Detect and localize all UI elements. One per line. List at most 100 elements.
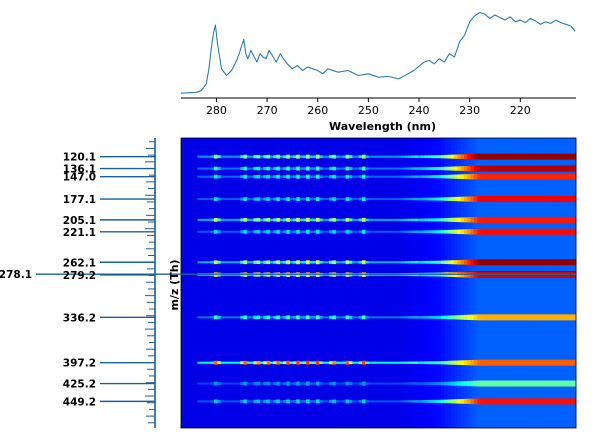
heatmap-cell (388, 261, 393, 264)
heatmap-cell (546, 271, 551, 278)
heatmap-cell (447, 217, 452, 222)
heatmap-cell (572, 271, 577, 278)
heatmap-cell (464, 398, 468, 404)
heatmap-cell (355, 230, 360, 233)
heatmap-cell (457, 360, 462, 365)
heatmap-cell (543, 216, 547, 223)
heatmap-cell (493, 216, 498, 223)
heatmap-cell (404, 400, 409, 403)
heatmap-cell (477, 216, 481, 223)
heatmap-cell (289, 230, 294, 233)
heatmap-cell (487, 173, 491, 180)
heatmap-cell (213, 217, 218, 222)
heatmap-cell (365, 261, 370, 264)
heatmap-cell (411, 138, 416, 428)
heatmap-cell (292, 400, 297, 403)
heatmap-cell (246, 382, 251, 385)
heatmap-cell (394, 273, 399, 276)
heatmap-cell (457, 138, 462, 428)
heatmap-cell (230, 400, 235, 403)
heatmap-cell (207, 400, 212, 403)
heatmap-cell (421, 197, 425, 201)
heatmap-cell (339, 175, 343, 178)
heatmap-cell (497, 259, 501, 266)
heatmap-cell (250, 261, 254, 264)
heatmap-cell (236, 400, 241, 403)
heatmap-cell (302, 230, 307, 234)
heatmap-cell (556, 165, 560, 172)
heatmap-cell (464, 166, 468, 172)
heatmap-cell (556, 259, 560, 266)
heatmap-cell (506, 259, 511, 266)
heatmap-cell (431, 230, 435, 234)
heatmap-cell (454, 360, 458, 365)
heatmap-cell (533, 398, 537, 405)
heatmap-cell (559, 153, 564, 160)
heatmap-cell (335, 230, 340, 233)
heatmap-cell (546, 138, 551, 428)
heatmap-cell (292, 361, 297, 365)
heatmap-cell (513, 216, 518, 223)
heatmap-cell (533, 314, 537, 321)
heatmap-cell (213, 154, 218, 159)
heatmap-cell (378, 316, 383, 319)
heatmap-cell (533, 259, 537, 266)
mz-label: 221.1 (63, 227, 96, 239)
heatmap-cell (483, 216, 488, 223)
heatmap-cell (378, 155, 383, 158)
heatmap-cell (236, 261, 241, 264)
heatmap-cell (276, 166, 281, 171)
heatmap-cell (460, 314, 465, 320)
heatmap-cell (529, 271, 534, 278)
heatmap-cell (319, 218, 323, 222)
heatmap-cell (391, 273, 396, 276)
heatmap-cell (273, 155, 277, 159)
heatmap-cell (500, 359, 504, 366)
heatmap-cell (329, 399, 333, 403)
heatmap-cell (552, 196, 557, 203)
heatmap-cell (339, 167, 343, 170)
heatmap-cell (487, 359, 491, 366)
heatmap-cell (398, 167, 402, 170)
heatmap-cell (243, 273, 248, 277)
heatmap-cell (233, 175, 238, 178)
heatmap-cell (483, 259, 488, 266)
heatmap-cell (408, 273, 412, 277)
heatmap-cell (424, 315, 429, 319)
heatmap-cell (398, 230, 402, 233)
heatmap-cell (414, 197, 419, 201)
heatmap-cell (572, 138, 577, 428)
heatmap-cell (339, 198, 343, 201)
heatmap-cell (365, 382, 370, 385)
heatmap-cell (230, 198, 235, 201)
heatmap-cell (319, 361, 323, 364)
heatmap-cell (296, 315, 300, 320)
heatmap-cell (299, 218, 304, 222)
heatmap-cell (273, 167, 277, 171)
heatmap-cell (296, 260, 300, 265)
heatmap-cell (253, 197, 258, 201)
heatmap-cell (520, 359, 524, 366)
heatmap-cell (569, 398, 574, 405)
heatmap-cell (220, 400, 225, 403)
heatmap-cell (335, 273, 340, 277)
heatmap-cell (408, 230, 412, 233)
heatmap-cell (566, 380, 570, 387)
heatmap-cell (523, 138, 528, 428)
heatmap-cell (332, 381, 337, 386)
heatmap-cell (375, 382, 379, 385)
heatmap-cell (536, 271, 541, 278)
heatmap-cell (523, 165, 528, 172)
heatmap-cell (325, 218, 330, 221)
heatmap-cell (227, 198, 231, 201)
heatmap-cell (467, 360, 472, 366)
heatmap-cell (552, 398, 557, 405)
heatmap-cell (253, 155, 258, 159)
heatmap-cell (470, 173, 475, 180)
heatmap-cell (296, 174, 300, 179)
heatmap-cell (460, 259, 465, 265)
heatmap-cell (569, 359, 574, 366)
heatmap-cell (325, 273, 330, 276)
heatmap-cell (335, 155, 340, 158)
heatmap-cell (355, 382, 360, 385)
